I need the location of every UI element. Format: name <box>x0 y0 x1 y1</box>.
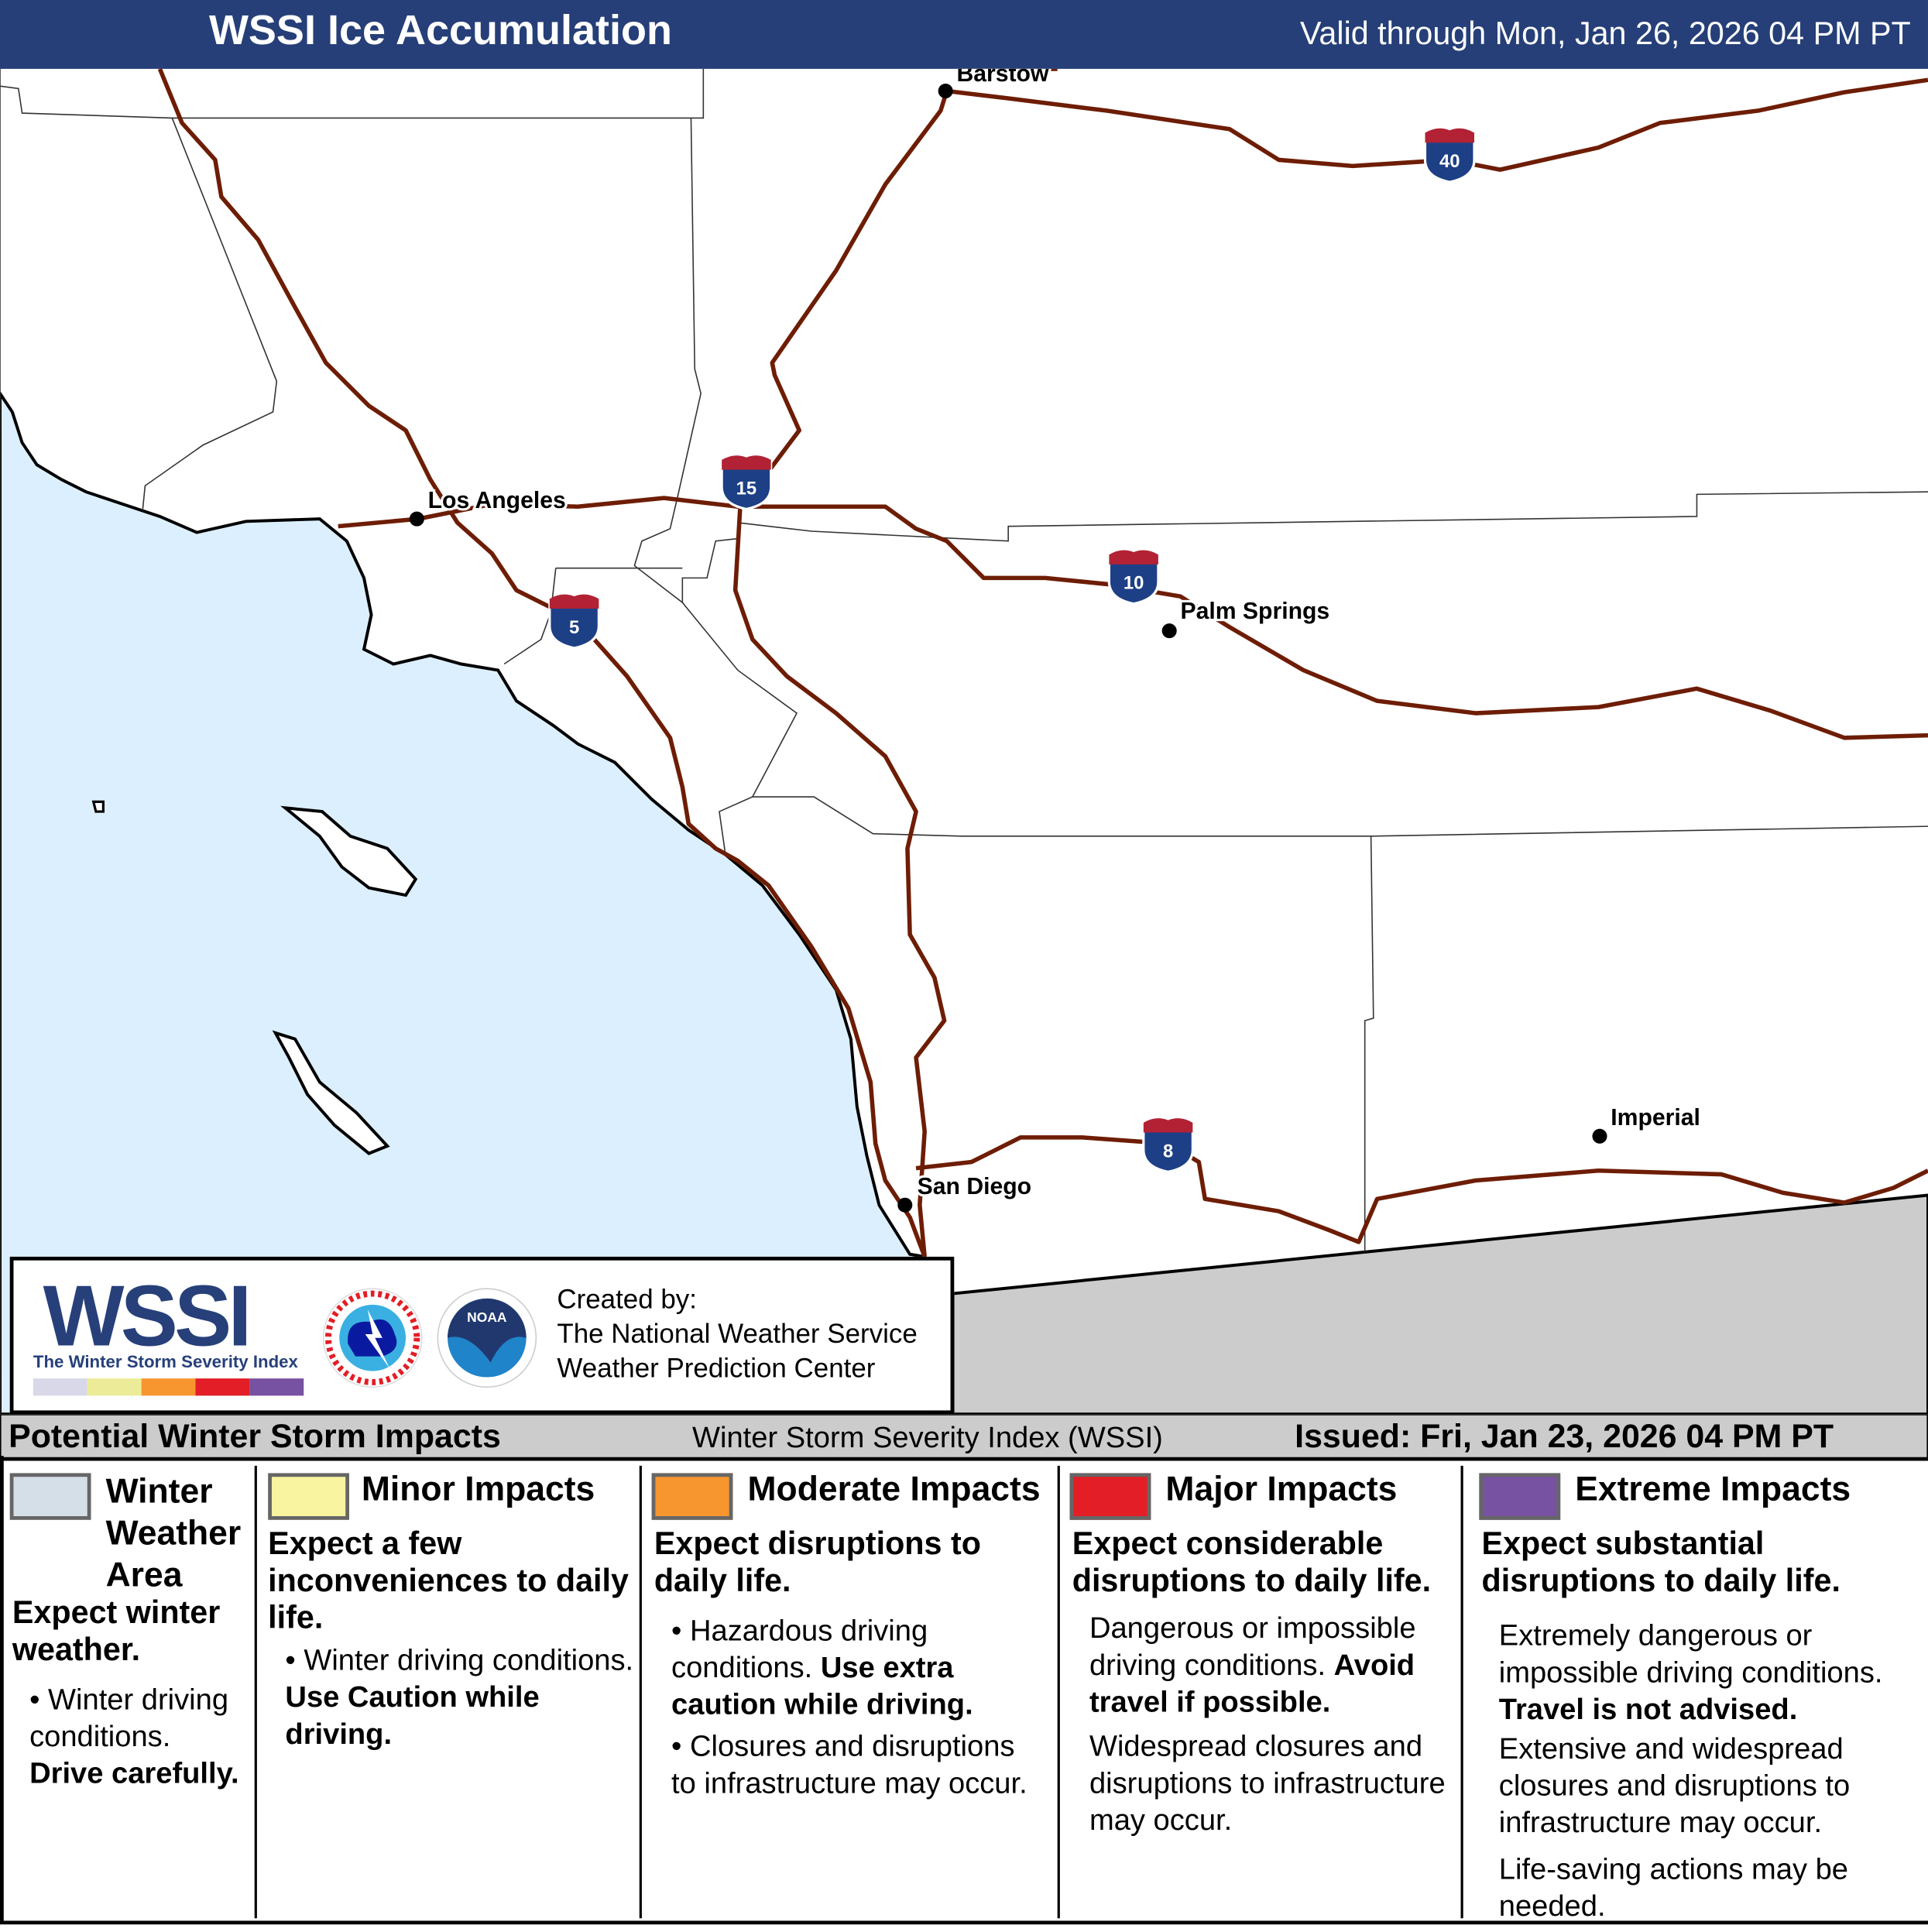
legend-title: Potential Winter Storm Impacts <box>9 1417 501 1455</box>
valid-time: Valid through Mon, Jan 26, 2026 04 PM PT <box>1299 15 1911 52</box>
legend-minor-impacts: Minor Impacts Expect a few inconvenience… <box>266 1461 640 1917</box>
legend-text: Life-saving actions may be needed. <box>1498 1853 1849 1923</box>
created-by-text: Created by: The National Weather Service… <box>557 1282 917 1385</box>
legend-heading: Minor Impacts <box>361 1469 595 1508</box>
header-bar: WSSI Ice Accumulation Valid through Mon,… <box>0 0 1928 69</box>
interstate-10-shield: 10 <box>1107 550 1160 606</box>
ocean <box>0 390 927 1415</box>
legend-summary: Expect a few inconveniences to daily lif… <box>268 1525 629 1636</box>
bottom-border <box>0 1920 1928 1932</box>
legend-bullet: • Hazardous driving conditions. Use extr… <box>671 1615 973 1722</box>
interstate-5-shield: 5 <box>548 594 600 650</box>
interstate-40-shield: 40 <box>1423 128 1476 184</box>
legend-text: Extensive and widespread closures and di… <box>1498 1732 1851 1840</box>
i-8-road <box>915 1135 1928 1244</box>
city-dot-imperial <box>1592 1128 1607 1144</box>
nws-logo-icon <box>322 1288 423 1388</box>
legend-summary: Expect disruptions to daily life. <box>654 1525 981 1599</box>
i-15-road <box>732 90 949 1258</box>
city-dot-los-angeles <box>409 511 424 527</box>
map-title: WSSI Ice Accumulation <box>208 7 672 54</box>
swatch-moderate <box>651 1473 733 1520</box>
legend-title-strip: Potential Winter Storm Impacts Winter St… <box>0 1414 1928 1461</box>
legend-text: Extremely dangerous or impossible drivin… <box>1498 1619 1883 1727</box>
legend-summary: Expect considerable disruptions to daily… <box>1072 1525 1432 1599</box>
org-nws: The National Weather Service <box>557 1318 918 1350</box>
city-dot-san-diego <box>897 1197 913 1213</box>
small-island <box>91 800 105 813</box>
map: 15 5 10 40 8 Barstow Los Angeles Palm Sp… <box>0 68 1928 1415</box>
legend-heading: Winter Weather Area <box>105 1471 242 1594</box>
swatch-major <box>1069 1473 1151 1520</box>
legend-winter-weather-area: Winter Weather Area Expect winter weather.… <box>9 1461 256 1917</box>
city-dot-palm-springs <box>1161 623 1177 639</box>
legend-border <box>0 1456 4 1923</box>
column-divider <box>639 1465 642 1919</box>
interstate-15-shield: 15 <box>720 455 773 511</box>
legend-major-impacts: Major Impacts Expect considerable disrup… <box>1069 1461 1461 1917</box>
cities: Barstow Los Angeles Palm Springs San Die… <box>409 69 1703 1213</box>
credits-box: WSSI The Winter Storm Severity Index NOA… <box>9 1256 955 1415</box>
city-label-barstow: Barstow <box>956 69 1049 87</box>
column-divider <box>1460 1465 1463 1919</box>
interstate-shields: 15 5 10 40 8 <box>548 128 1476 1173</box>
interstate-8-shield: 8 <box>1142 1118 1194 1173</box>
agency-logos: NOAA <box>322 1288 537 1388</box>
i-5-road <box>157 68 927 1258</box>
wssi-logo: WSSI <box>43 1268 252 1364</box>
i-10-road <box>338 496 1928 740</box>
org-wpc: Weather Prediction Center <box>557 1352 876 1384</box>
city-label-los-angeles: Los Angeles <box>428 488 566 513</box>
svg-text:15: 15 <box>736 478 756 499</box>
legend-summary: Expect winter weather. <box>12 1594 221 1668</box>
san-clemente-island <box>272 1030 390 1155</box>
city-label-palm-springs: Palm Springs <box>1180 599 1329 624</box>
legend-bullet: • Winter driving conditions. Drive carefu… <box>29 1683 239 1791</box>
svg-text:5: 5 <box>569 617 579 638</box>
legend-bullet: • Closures and disruptions to infrastruc… <box>671 1730 1027 1800</box>
svg-text:8: 8 <box>1163 1141 1173 1162</box>
svg-text:10: 10 <box>1124 573 1144 594</box>
created-by-label: Created by: <box>557 1283 697 1315</box>
column-divider <box>254 1465 257 1919</box>
wssi-logo-subtitle: The Winter Storm Severity Index <box>33 1351 298 1371</box>
city-label-imperial: Imperial <box>1611 1105 1700 1131</box>
city-dot-barstow <box>938 83 953 99</box>
city-label-san-diego: San Diego <box>918 1174 1031 1199</box>
legend-heading: Moderate Impacts <box>747 1469 1041 1508</box>
noaa-logo-icon: NOAA <box>437 1288 537 1388</box>
svg-text:40: 40 <box>1439 151 1460 172</box>
legend-bullet: • Winter driving conditions. Use Caution… <box>285 1644 634 1752</box>
issued-time: Issued: Fri, Jan 23, 2026 04 PM PT <box>1295 1417 1834 1455</box>
svg-text:NOAA: NOAA <box>467 1309 507 1325</box>
legend-heading: Major Impacts <box>1165 1469 1398 1508</box>
legend-summary: Expect substantial disruptions to daily … <box>1481 1525 1841 1599</box>
wssi-color-scale <box>33 1378 304 1396</box>
legend-heading: Extreme Impacts <box>1575 1469 1851 1508</box>
swatch-extreme <box>1479 1473 1561 1520</box>
legend-extreme-impacts: Extreme Impacts Expect substantial disru… <box>1479 1461 1922 1923</box>
legend-moderate-impacts: Moderate Impacts Expect disruptions to d… <box>651 1461 1058 1917</box>
swatch-minor <box>268 1473 349 1520</box>
index-name: Winter Storm Severity Index (WSSI) <box>692 1421 1163 1455</box>
county-boundaries <box>0 68 1928 1415</box>
legend-text: Widespread closures and disruptions to i… <box>1089 1730 1446 1838</box>
swatch-winter-weather <box>9 1473 91 1520</box>
legend-text: Dangerous or impossible driving conditio… <box>1089 1611 1416 1720</box>
santa-catalina-island <box>280 805 418 897</box>
column-divider <box>1057 1465 1060 1919</box>
